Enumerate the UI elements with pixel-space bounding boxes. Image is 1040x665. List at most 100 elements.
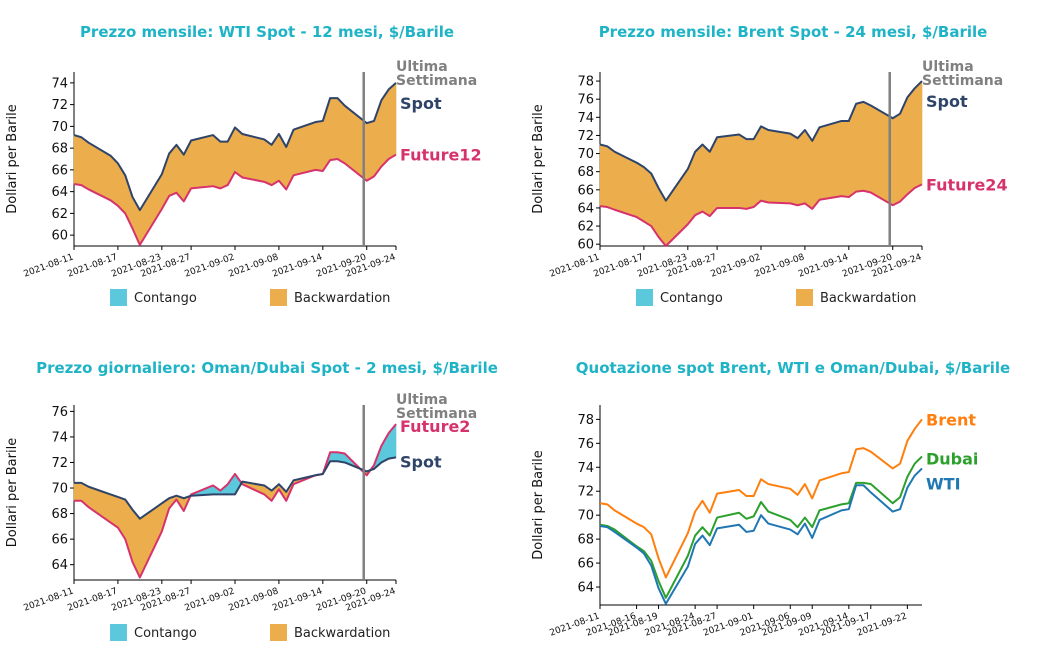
legend-backwardation-swatch bbox=[270, 624, 287, 641]
legend-backwardation-label: Backwardation bbox=[294, 291, 390, 306]
y-tick-label: 62 bbox=[577, 220, 594, 235]
y-tick-label: 66 bbox=[577, 183, 594, 198]
legend-backwardation-swatch bbox=[796, 289, 813, 306]
y-tick-label: 64 bbox=[577, 581, 594, 596]
series-label-dubai: Dubai bbox=[926, 449, 978, 468]
x-tick-label: 2021-08-11 bbox=[22, 586, 75, 613]
chart-panel-4: Quotazione spot Brent, WTI e Oman/Dubai,… bbox=[531, 359, 1010, 639]
y-tick-label: 74 bbox=[51, 430, 68, 445]
backwardation-area bbox=[74, 483, 81, 501]
backwardation-area bbox=[637, 163, 644, 222]
backwardation-area bbox=[695, 145, 702, 216]
y-tick-label: 72 bbox=[577, 129, 594, 144]
y-tick-label: 68 bbox=[51, 507, 68, 522]
y-tick-label: 62 bbox=[51, 207, 68, 222]
series-label-brent: Brent bbox=[926, 410, 976, 429]
legend-contango-label: Contango bbox=[660, 291, 723, 306]
x-tick-label: 2021-09-02 bbox=[183, 586, 236, 613]
chart-title: Prezzo mensile: Brent Spot - 24 mesi, $/… bbox=[599, 23, 988, 41]
backwardation-area bbox=[702, 145, 709, 217]
backwardation-area bbox=[842, 121, 849, 197]
backwardation-area bbox=[915, 81, 922, 188]
y-tick-label: 66 bbox=[51, 533, 68, 548]
legend-contango-label: Contango bbox=[134, 626, 197, 641]
x-tick-label: 2021-08-17 bbox=[66, 252, 119, 279]
y-tick-label: 74 bbox=[577, 461, 594, 476]
y-tick-label: 76 bbox=[577, 93, 594, 108]
y-tick-label: 64 bbox=[51, 185, 68, 200]
legend-backwardation-label: Backwardation bbox=[294, 626, 390, 641]
backwardation-area bbox=[140, 174, 162, 245]
backwardation-area bbox=[294, 122, 316, 175]
y-axis-label: Dollari per Barile bbox=[531, 450, 546, 559]
backwardation-area bbox=[133, 510, 140, 578]
chart-title: Quotazione spot Brent, WTI e Oman/Dubai,… bbox=[576, 359, 1010, 377]
y-tick-label: 60 bbox=[577, 238, 594, 253]
backwardation-area bbox=[717, 135, 739, 208]
x-tick-label: 2021-08-17 bbox=[66, 586, 119, 613]
last-week-label-2: Settimana bbox=[922, 73, 1003, 89]
backwardation-area bbox=[264, 139, 271, 185]
backwardation-area bbox=[739, 135, 746, 209]
y-axis-label: Dollari per Barile bbox=[5, 104, 20, 213]
y-tick-label: 68 bbox=[577, 533, 594, 548]
future-label: Future24 bbox=[926, 175, 1008, 194]
y-tick-label: 72 bbox=[577, 485, 594, 500]
backwardation-area bbox=[191, 135, 213, 188]
series-line-wti bbox=[600, 468, 922, 603]
series-line-brent bbox=[600, 419, 922, 577]
future-label: Future2 bbox=[400, 417, 470, 436]
chart-panel-3: Prezzo giornaliero: Oman/Dubai Spot - 2 … bbox=[5, 359, 498, 641]
backwardation-area bbox=[235, 127, 242, 177]
backwardation-area bbox=[381, 89, 388, 166]
backwardation-area bbox=[81, 137, 88, 189]
x-tick-label: 2021-08-11 bbox=[22, 252, 75, 279]
chart-panel-2: Prezzo mensile: Brent Spot - 24 mesi, $/… bbox=[531, 23, 1008, 306]
legend-contango-swatch bbox=[110, 289, 127, 306]
backwardation-area bbox=[600, 145, 607, 208]
backwardation-area bbox=[907, 88, 914, 194]
backwardation-area bbox=[820, 121, 842, 200]
y-tick-label: 74 bbox=[51, 76, 68, 91]
x-tick-label: 2021-08-11 bbox=[548, 252, 601, 279]
y-axis-label: Dollari per Barile bbox=[531, 104, 546, 213]
y-tick-label: 70 bbox=[51, 120, 68, 135]
backwardation-area bbox=[746, 139, 753, 209]
backwardation-area bbox=[74, 135, 81, 185]
y-tick-label: 78 bbox=[577, 75, 594, 90]
y-axis-label: Dollari per Barile bbox=[5, 438, 20, 547]
y-tick-label: 70 bbox=[51, 482, 68, 497]
legend-contango-swatch bbox=[636, 289, 653, 306]
y-tick-label: 76 bbox=[51, 405, 68, 420]
backwardation-area bbox=[213, 135, 220, 188]
legend: Contango Backwardation bbox=[110, 289, 390, 306]
backwardation-area bbox=[367, 121, 374, 181]
backwardation-area bbox=[893, 114, 900, 206]
y-tick-label: 76 bbox=[577, 437, 594, 452]
y-tick-label: 66 bbox=[577, 557, 594, 572]
y-tick-label: 72 bbox=[51, 98, 68, 113]
spot-label: Spot bbox=[400, 94, 442, 113]
backwardation-area bbox=[607, 146, 614, 209]
backwardation-area bbox=[798, 130, 805, 205]
legend-contango-label: Contango bbox=[134, 291, 197, 306]
backwardation-area bbox=[863, 102, 870, 193]
x-tick-label: 2021-08-17 bbox=[592, 252, 645, 279]
backwardation-area bbox=[389, 83, 396, 159]
y-tick-label: 60 bbox=[51, 229, 68, 244]
backwardation-area bbox=[242, 134, 264, 182]
y-tick-label: 64 bbox=[51, 558, 68, 573]
future-label: Future12 bbox=[400, 146, 482, 165]
chart-panel-1: Prezzo mensile: WTI Spot - 12 mesi, $/Ba… bbox=[5, 23, 482, 306]
series-label-wti: WTI bbox=[926, 474, 961, 493]
backwardation-area bbox=[330, 98, 337, 160]
backwardation-area bbox=[761, 126, 768, 202]
y-tick-label: 70 bbox=[577, 509, 594, 524]
contango-area bbox=[330, 452, 337, 461]
backwardation-area bbox=[337, 98, 344, 163]
legend-backwardation-swatch bbox=[270, 289, 287, 306]
chart-title: Prezzo mensile: WTI Spot - 12 mesi, $/Ba… bbox=[80, 23, 454, 41]
backwardation-area bbox=[856, 102, 863, 192]
y-tick-label: 70 bbox=[577, 147, 594, 162]
